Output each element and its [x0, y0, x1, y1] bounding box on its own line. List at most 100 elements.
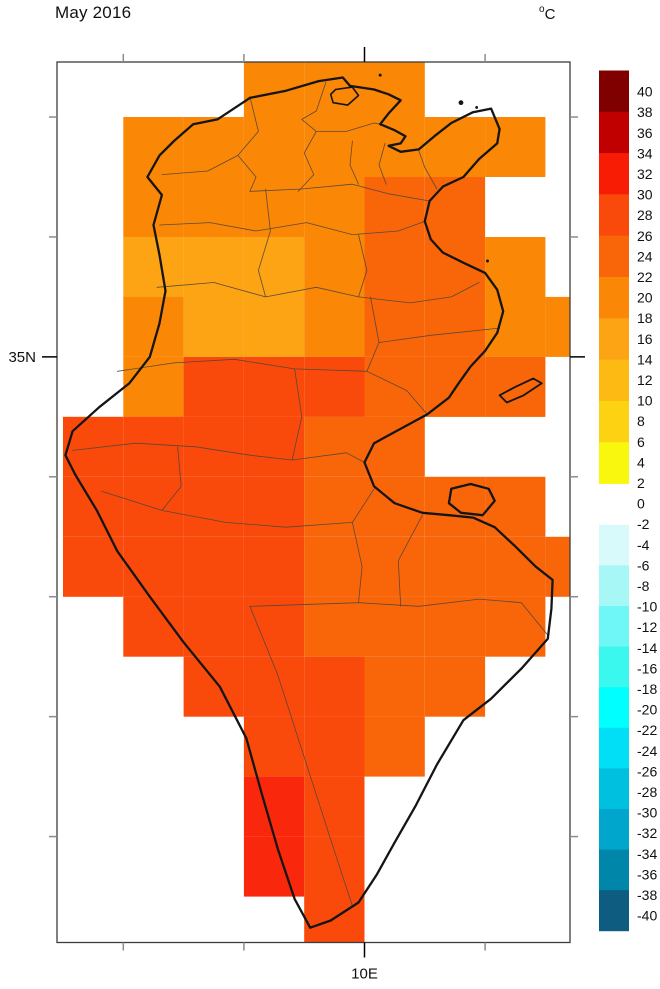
map-cell-r9c6: [424, 596, 486, 657]
map-cell-r9c2: [183, 596, 244, 657]
small-island-dot: [378, 73, 382, 77]
governorate-border-line: [378, 327, 500, 343]
map-cell-r6c0: [63, 416, 124, 477]
colorbar-tick-label: 14: [637, 351, 653, 367]
map-cell-r7c3: [243, 476, 305, 537]
map-cell-r4c3: [243, 296, 305, 357]
map-frame: [56, 61, 571, 944]
map-cell-r1c3: [243, 117, 305, 177]
map-cell-r2c3: [243, 177, 305, 237]
map-cell-r10c4: [304, 656, 365, 717]
colorbar-block-cool: [599, 890, 629, 932]
colorbar: [599, 70, 629, 932]
map-cell-r7c2: [183, 476, 244, 537]
colorbar-tick-label: 38: [637, 104, 653, 120]
map-cell-r3c2: [183, 237, 244, 297]
map-cell-r5c2: [183, 356, 244, 417]
map-cell-r8c6: [424, 536, 486, 597]
colorbar-tick-label: -6: [637, 557, 650, 573]
colorbar-tick-label: -10: [637, 599, 657, 615]
djerba-island-outline: [447, 482, 496, 517]
map-cell-r1c7: [485, 117, 546, 177]
colorbar-tick-label: -22: [637, 722, 657, 738]
map-cell-r8c0: [63, 536, 124, 597]
colorbar-tick-label: -18: [637, 681, 657, 697]
colorbar-tick-label: -8: [637, 578, 650, 594]
colorbar-tick-label: -36: [637, 866, 657, 882]
colorbar-tick-label: 20: [637, 290, 653, 306]
map-cell-r7c4: [304, 476, 365, 537]
map-cell-r0c3: [243, 62, 305, 118]
map-cell-r7c0: [63, 476, 124, 537]
colorbar-tick-label: 10: [637, 393, 653, 409]
map-cell-r2c6: [424, 177, 486, 237]
map-cell-r5c1: [123, 356, 184, 417]
colorbar-tick-label: -16: [637, 660, 657, 676]
colorbar-block-warm: [599, 235, 629, 278]
map-cell-r8c8: [545, 536, 570, 597]
colorbar-tick-label: -20: [637, 702, 657, 718]
colorbar-tick-label: 2: [637, 475, 645, 491]
governorate-border-line: [156, 282, 480, 304]
colorbar-tick-label: -14: [637, 640, 657, 656]
colorbar-tick-label: -24: [637, 743, 657, 759]
map-cell-r4c6: [424, 296, 486, 357]
map-cell-r10c5: [364, 656, 425, 717]
colorbar-tick-label: 34: [637, 145, 653, 161]
governorate-border-line: [249, 605, 353, 907]
colorbar-tick-label: 12: [637, 372, 653, 388]
governorate-border-line: [101, 488, 375, 528]
map-cell-r5c4: [304, 356, 365, 417]
map-cell-r11c4: [304, 716, 365, 777]
map-cell-r1c2: [183, 117, 244, 177]
map-cell-r6c3: [243, 416, 305, 477]
colorbar-tick-label: -30: [637, 805, 657, 821]
governorate-border-line: [358, 598, 549, 636]
colorbar-block-warm: [599, 194, 629, 237]
colorbar-block-warm: [599, 70, 629, 113]
colorbar-tick-label: 22: [637, 269, 653, 285]
lon-tick-label: 10E: [351, 966, 378, 983]
governorate-border-line: [72, 442, 365, 463]
governorate-border-line: [291, 368, 303, 461]
colorbar-tick-label: 0: [637, 496, 645, 512]
map-cell-r12c3: [243, 776, 305, 837]
map-cell-r11c3: [243, 716, 305, 777]
colorbar-block-warm: [599, 111, 629, 154]
map-cell-r8c3: [243, 536, 305, 597]
map-cell-r9c1: [123, 596, 184, 657]
map-cell-r3c4: [304, 237, 365, 297]
map-cell-r11c5: [364, 716, 425, 777]
colorbar-tick-label: 32: [637, 166, 653, 182]
colorbar-tick-label: 36: [637, 125, 653, 141]
map-cell-r4c7: [485, 296, 546, 357]
governorate-border-line: [161, 446, 182, 511]
colorbar-tick-label: 40: [637, 84, 653, 100]
map-cell-r3c1: [123, 237, 184, 297]
colorbar-block-cool: [599, 809, 629, 850]
colorbar-tick-label: -28: [637, 784, 657, 800]
map-cell-r7c1: [123, 476, 184, 537]
map-cell-r3c5: [364, 237, 425, 297]
colorbar-block-warm: [599, 442, 629, 484]
map-cell-r10c2: [183, 656, 244, 717]
map-cell-r9c7: [485, 596, 546, 657]
governorate-borders-layer: [72, 81, 549, 907]
colorbar-tick-label: -38: [637, 887, 657, 903]
colorbar-block-cool: [599, 687, 629, 729]
map-cell-r2c5: [364, 177, 425, 237]
governorate-border-line: [297, 131, 317, 192]
colorbar-tick-label: -32: [637, 825, 657, 841]
governorate-border-line: [352, 522, 363, 604]
colorbar-tick-label: -2: [637, 516, 650, 532]
governorate-border-line: [358, 234, 368, 298]
colorbar-block-cool: [599, 849, 629, 891]
governorate-border-line: [418, 150, 438, 190]
figure-title: May 2016: [55, 3, 132, 22]
temperature-cells-layer: [63, 62, 570, 943]
colorbar-block-cool: [599, 768, 629, 810]
map-cell-r5c3: [243, 356, 305, 417]
map-cell-r2c4: [304, 177, 365, 237]
map-cell-r13c3: [243, 836, 305, 897]
map-cell-r3c7: [485, 237, 546, 297]
